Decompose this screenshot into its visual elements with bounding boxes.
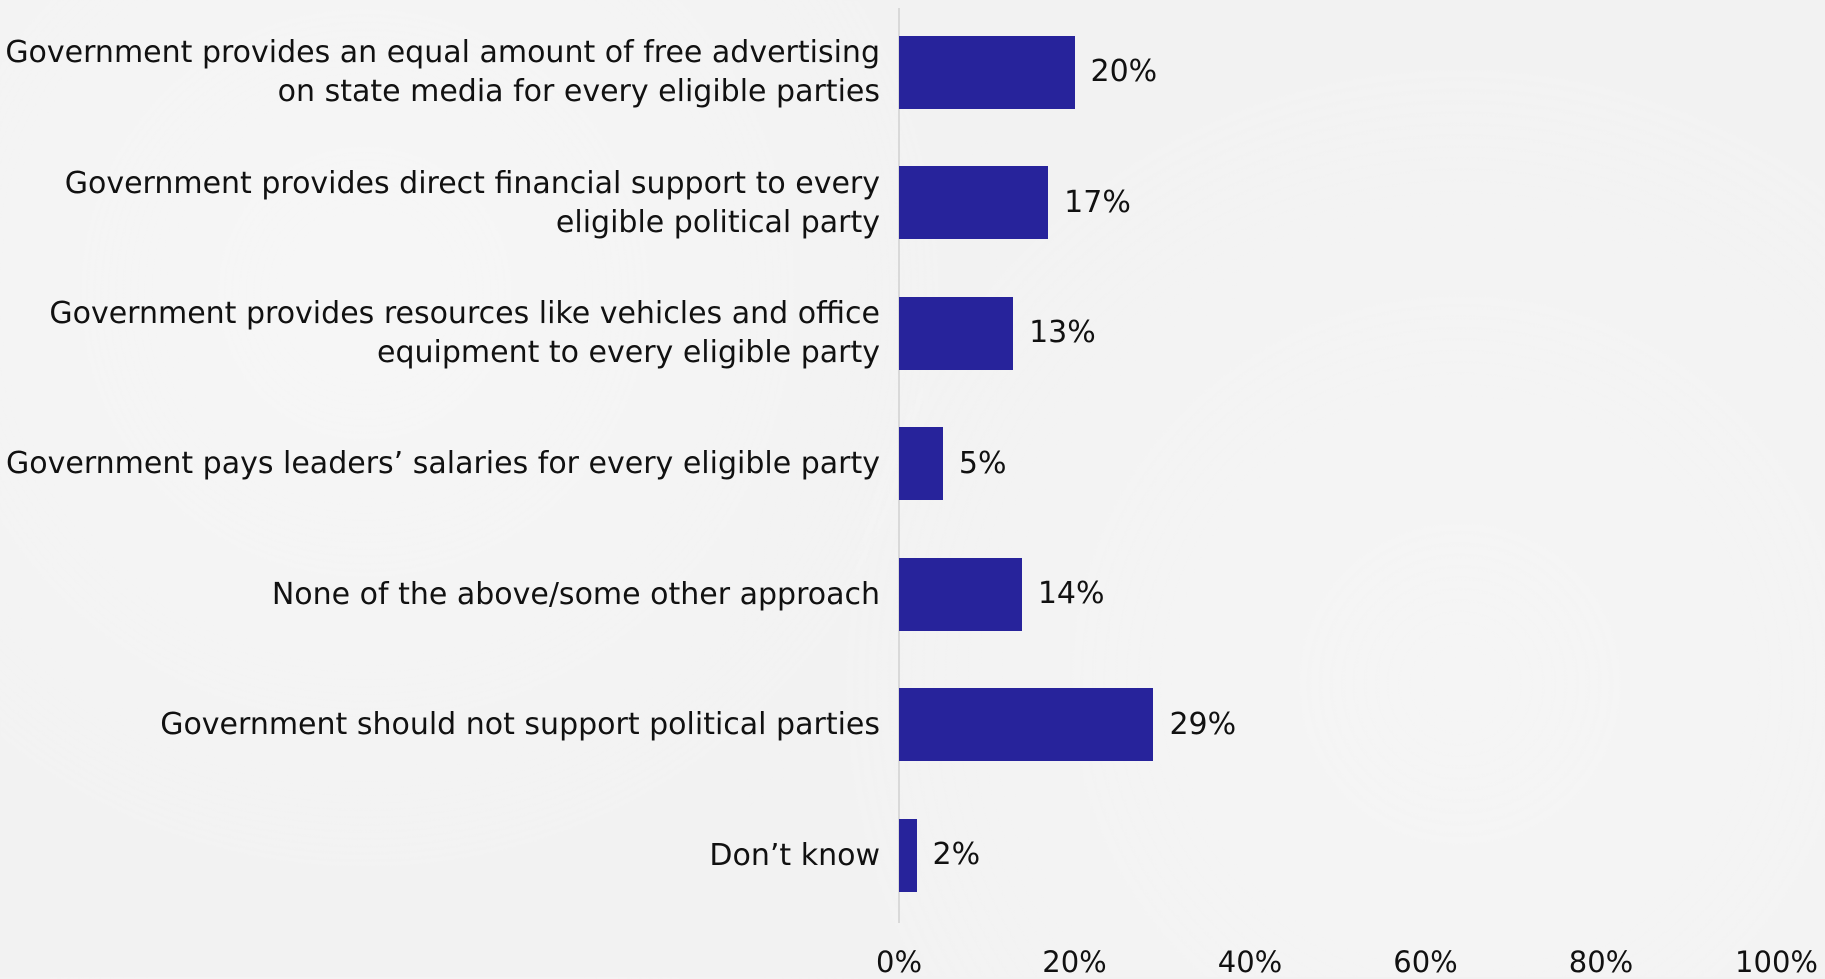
x-tick-label: 80%: [1568, 945, 1634, 979]
bar: [899, 818, 917, 892]
category-label: Government pays leaders’ salaries for ev…: [6, 446, 880, 481]
category-label: Government provides resources like vehic…: [49, 296, 880, 370]
data-label: 13%: [1029, 315, 1096, 350]
bar: [899, 35, 1075, 109]
bar: [899, 688, 1154, 761]
bar: [899, 427, 943, 500]
x-tick-label: 60%: [1393, 945, 1458, 979]
data-label: 2%: [932, 837, 981, 872]
category-label: Government provides direct financial sup…: [64, 165, 880, 240]
x-tick-label: 0%: [875, 945, 923, 979]
data-label: 20%: [1090, 54, 1158, 89]
bar: [899, 296, 1014, 370]
x-tick-label: 100%: [1735, 945, 1818, 979]
category-label: Government should not support political …: [160, 707, 880, 742]
category-label: Don’t know: [709, 837, 880, 873]
data-label: 29%: [1169, 706, 1237, 742]
data-label: 17%: [1064, 184, 1131, 220]
category-label: None of the above/some other approach: [271, 576, 880, 612]
data-label: 5%: [958, 445, 1007, 481]
x-tick-label: 20%: [1042, 945, 1107, 979]
bar: [899, 557, 1022, 631]
data-label: 14%: [1037, 576, 1105, 611]
bar: [899, 166, 1049, 239]
x-tick-label: 40%: [1217, 945, 1283, 979]
category-label: Government provides an equal amount of f…: [5, 35, 880, 109]
